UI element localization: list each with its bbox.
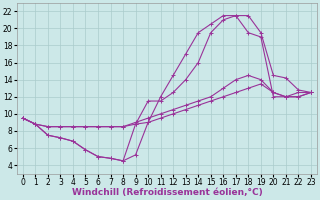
X-axis label: Windchill (Refroidissement éolien,°C): Windchill (Refroidissement éolien,°C) <box>72 188 262 197</box>
